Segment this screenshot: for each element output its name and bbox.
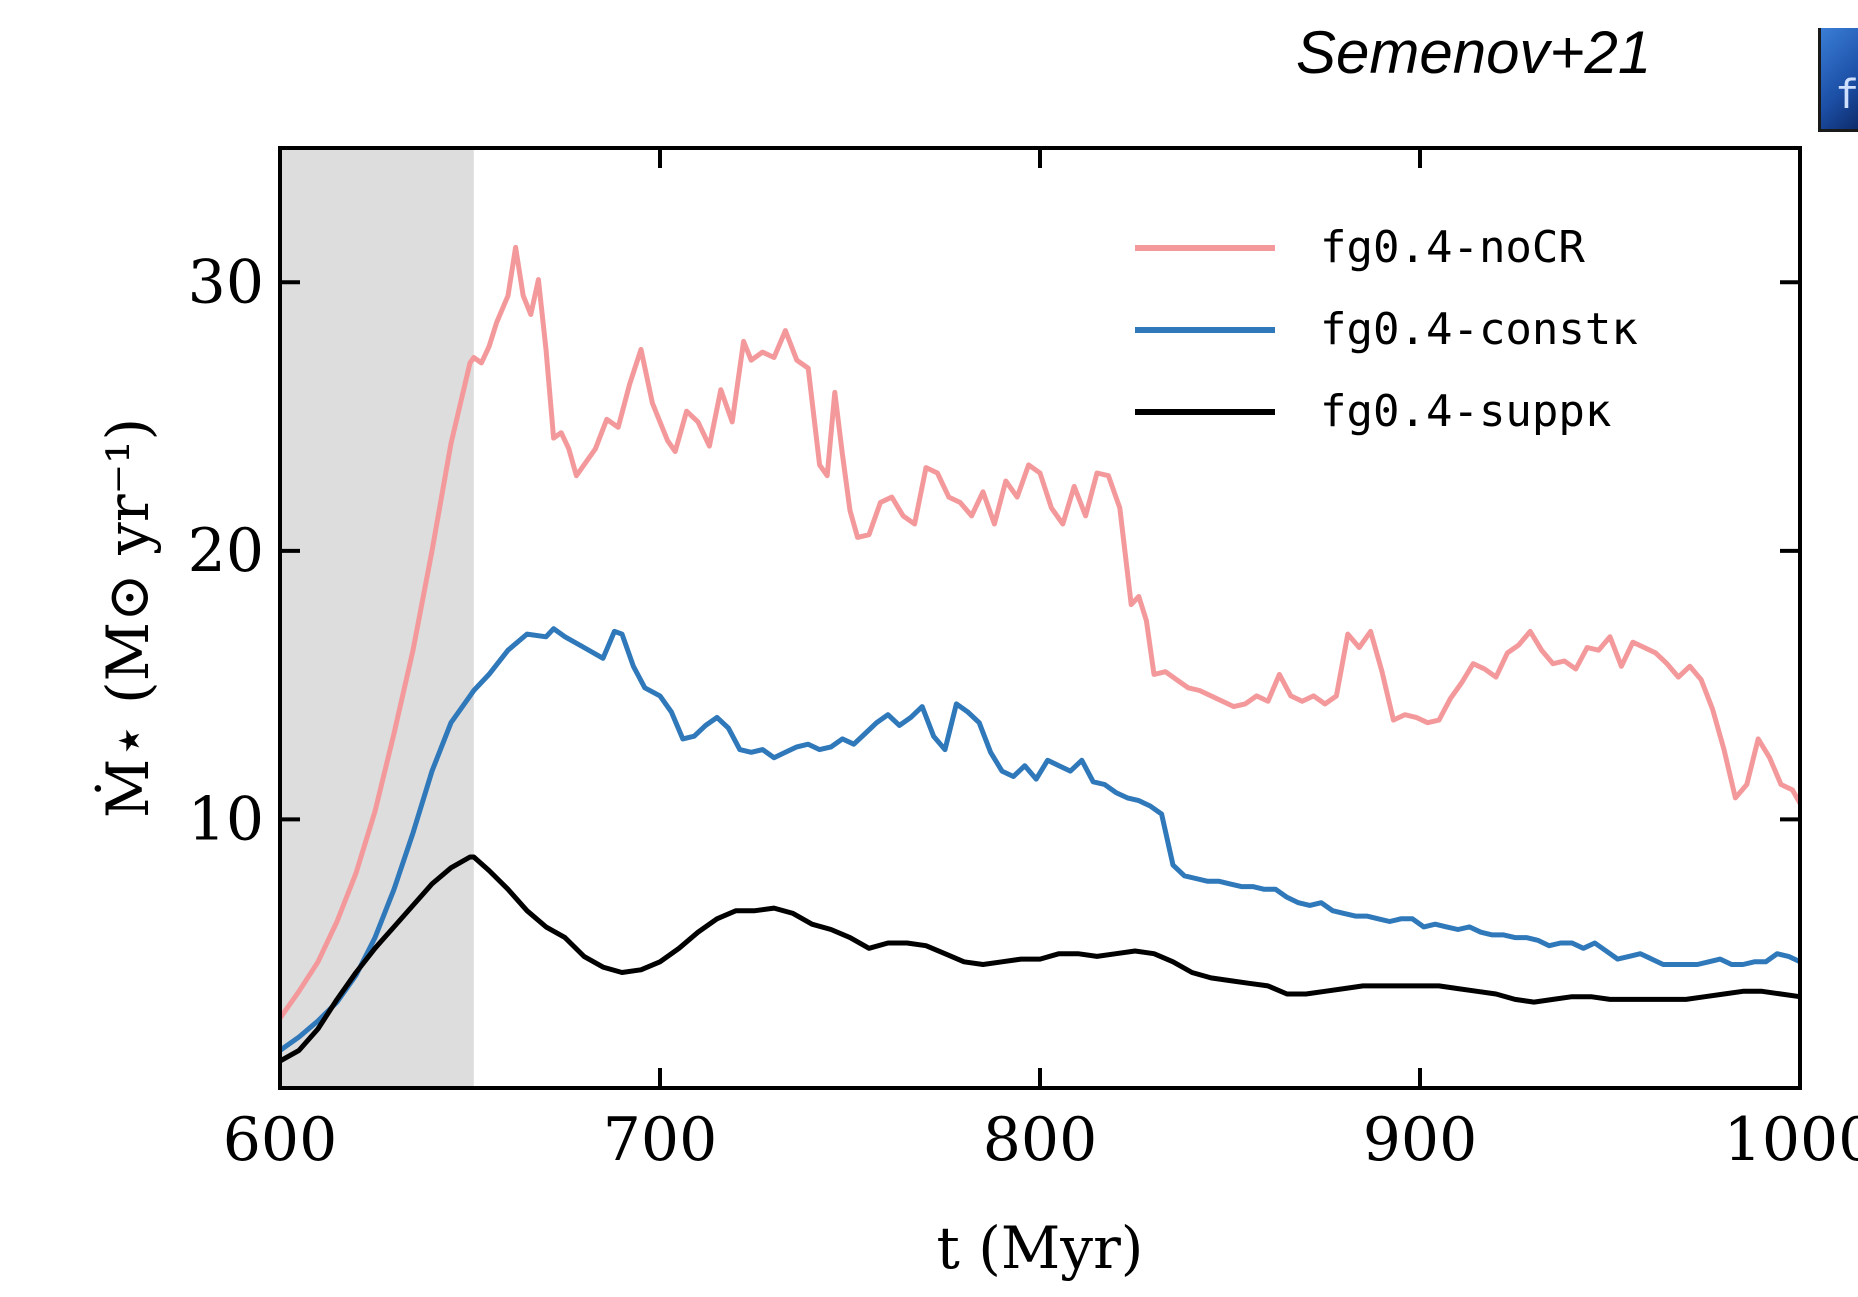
x-tick-label: 700 <box>603 1105 718 1175</box>
series-layer <box>277 244 1803 1064</box>
y-tick-label: 10 <box>188 784 264 854</box>
x-tick-label: 600 <box>223 1105 338 1175</box>
legend: fg0.4-noCR fg0.4-constκ fg0.4-suppκ <box>1135 222 1638 437</box>
x-tick-label: 1000 <box>1724 1105 1858 1175</box>
series-line-1 <box>278 626 1802 1053</box>
legend-label-suppk: fg0.4-suppκ <box>1320 386 1611 437</box>
x-tick-label: 800 <box>983 1105 1098 1175</box>
inset-glyph: f <box>1835 72 1858 118</box>
series-line-0 <box>277 244 1803 1020</box>
series-line-2 <box>278 854 1801 1064</box>
tick-labels: 600 700 800 900 1000 10 20 30 <box>188 247 1858 1175</box>
ticks-layer <box>278 148 1802 1088</box>
citation-label: Semenov+21 <box>1296 19 1652 86</box>
y-tick-label: 20 <box>188 516 264 586</box>
x-tick-label: 900 <box>1363 1105 1478 1175</box>
cropped-inset-image: f <box>1818 28 1858 132</box>
y-axis-title: Ṁ⋆ (M⊙ yr⁻¹) <box>94 418 162 818</box>
legend-label-constk: fg0.4-constκ <box>1320 304 1638 355</box>
x-axis-title: t (Myr) <box>937 1214 1144 1282</box>
y-tick-label: 30 <box>188 247 264 317</box>
legend-label-nocr: fg0.4-noCR <box>1320 222 1585 273</box>
